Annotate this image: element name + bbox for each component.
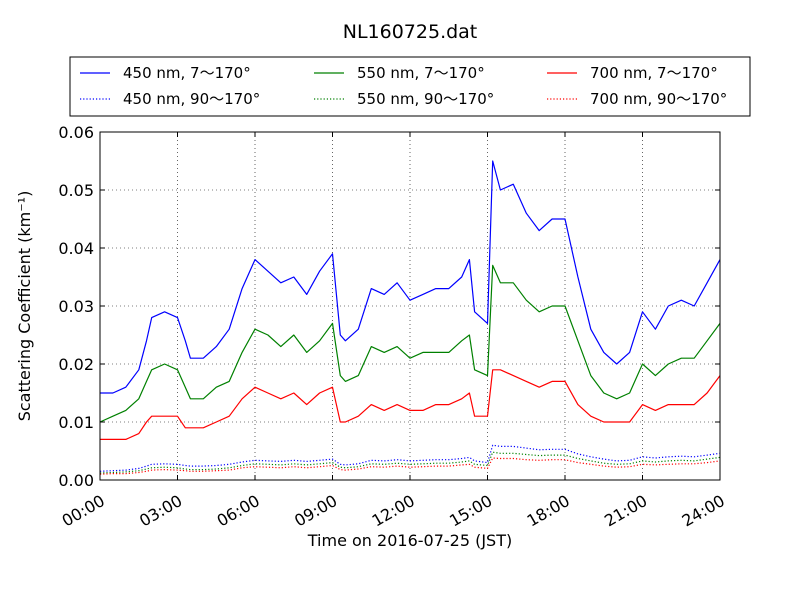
y-tick-label: 0.05 xyxy=(58,181,94,200)
series-line-4 xyxy=(99,451,721,474)
y-tick-label: 0.00 xyxy=(58,471,94,490)
legend-label-3: 450 nm, 90～170° xyxy=(123,90,260,108)
series-line-0 xyxy=(100,160,721,394)
y-tick-labels: 0.00 0.01 0.02 0.03 0.04 0.05 0.06 xyxy=(58,123,94,490)
series-line-2 xyxy=(100,369,721,440)
series-line-3 xyxy=(99,444,721,472)
y-tick-label: 0.01 xyxy=(58,413,94,432)
legend-label-1: 550 nm, 7～170° xyxy=(357,64,485,82)
legend-label-2: 700 nm, 7～170° xyxy=(590,64,718,82)
chart-title: NL160725.dat xyxy=(343,21,478,43)
series-line-1 xyxy=(99,264,721,423)
legend-label-0: 450 nm, 7～170° xyxy=(123,64,251,82)
legend-label-5: 700 nm, 90～170° xyxy=(590,90,727,108)
y-axis-title: Scattering Coefficient (km⁻¹) xyxy=(15,191,34,422)
y-tick-label: 0.03 xyxy=(58,297,94,316)
legend-label-4: 550 nm, 90～170° xyxy=(357,90,494,108)
y-tick-label: 0.04 xyxy=(58,239,94,258)
y-tick-label: 0.06 xyxy=(58,123,94,142)
chart-legend: 450 nm, 7～170° 550 nm, 7～170° 700 nm, 7～17… xyxy=(69,56,751,117)
series-line-5 xyxy=(99,457,721,475)
y-tick-label: 0.02 xyxy=(58,355,94,374)
legend-box xyxy=(69,56,751,117)
series-lines xyxy=(99,160,721,475)
axis-ticks xyxy=(99,131,721,481)
x-axis-title: Time on 2016-07-25 (JST) xyxy=(307,531,512,550)
